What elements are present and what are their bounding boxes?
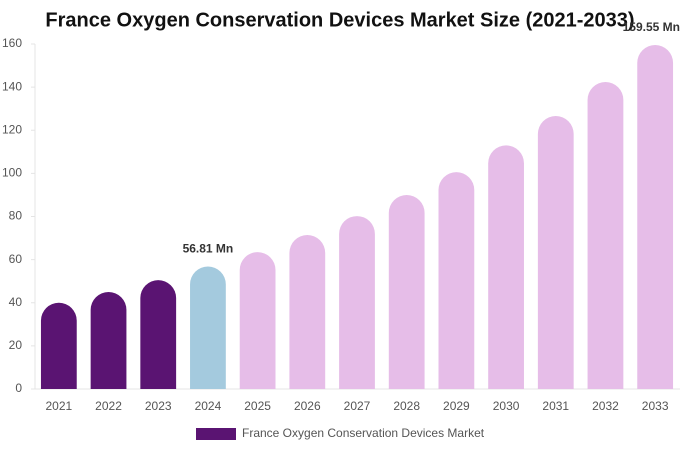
x-tick-label: 2024 [195, 399, 222, 413]
legend-swatch [196, 428, 236, 440]
x-tick-label: 2031 [542, 399, 569, 413]
x-tick-label: 2027 [344, 399, 371, 413]
data-label: 56.81 Mn [183, 242, 234, 256]
bar [388, 194, 425, 389]
x-tick-label: 2028 [393, 399, 420, 413]
bar [140, 280, 177, 389]
bar [637, 44, 674, 390]
data-label: 159.55 Mn [623, 20, 680, 34]
y-tick-label: 120 [2, 122, 22, 136]
bar [40, 302, 77, 389]
x-tick-label: 2025 [244, 399, 271, 413]
x-tick-label: 2021 [45, 399, 72, 413]
x-tick-label: 2023 [145, 399, 172, 413]
y-tick-label: 60 [9, 252, 23, 266]
y-tick-label: 80 [9, 209, 23, 223]
x-tick-label: 2022 [95, 399, 122, 413]
bar [190, 266, 226, 389]
bar [438, 172, 475, 389]
bar [239, 252, 276, 389]
y-tick-label: 0 [15, 381, 22, 395]
x-tick-label: 2033 [642, 399, 669, 413]
legend-label: France Oxygen Conservation Devices Marke… [242, 426, 485, 440]
bar [339, 216, 375, 389]
x-tick-label: 2030 [493, 399, 520, 413]
x-tick-label: 2029 [443, 399, 470, 413]
y-tick-label: 100 [2, 166, 22, 180]
y-tick-label: 160 [2, 36, 22, 50]
y-tick-label: 40 [9, 295, 23, 309]
bar [488, 145, 524, 389]
bar [537, 116, 574, 389]
x-tick-label: 2026 [294, 399, 321, 413]
y-tick-label: 140 [2, 79, 22, 93]
bar [90, 291, 127, 389]
y-tick-label: 20 [9, 338, 23, 352]
bar [289, 235, 326, 389]
x-tick-label: 2032 [592, 399, 619, 413]
bar [587, 81, 624, 390]
chart-title: France Oxygen Conservation Devices Marke… [45, 9, 634, 31]
